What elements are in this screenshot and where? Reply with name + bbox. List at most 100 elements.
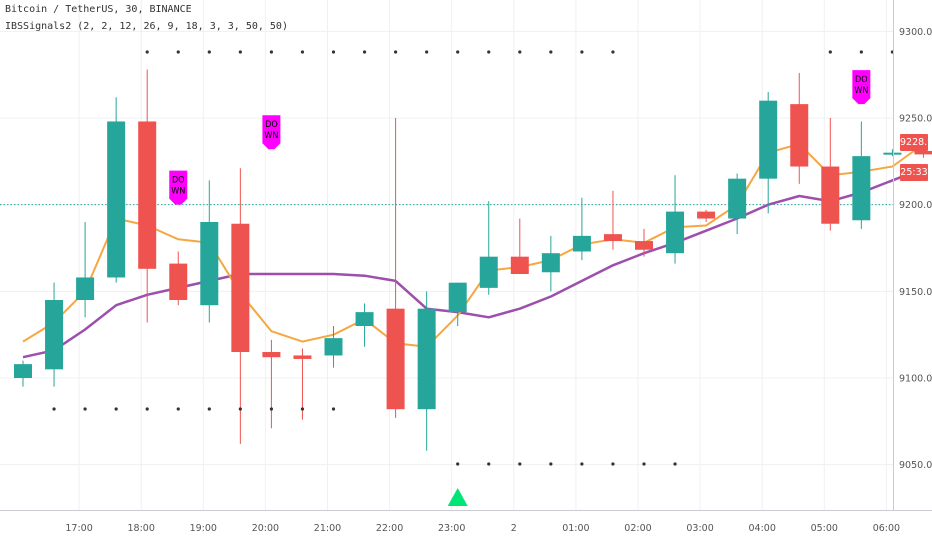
candle-body-down[interactable] bbox=[231, 223, 250, 352]
candles[interactable] bbox=[14, 69, 932, 451]
signal-dot bbox=[487, 50, 491, 54]
y-tick-label: 9150.00 bbox=[899, 287, 932, 298]
signal-dot bbox=[425, 50, 429, 54]
signal-dot bbox=[673, 462, 677, 466]
grid bbox=[0, 0, 893, 510]
signal-dot bbox=[114, 407, 118, 411]
candle-body-down[interactable] bbox=[914, 150, 932, 155]
y-tick-label: 9300.00 bbox=[899, 27, 932, 38]
signal-dot bbox=[580, 462, 584, 466]
signal-dot bbox=[269, 407, 273, 411]
signal-dot bbox=[145, 50, 149, 54]
candle-body-up[interactable] bbox=[107, 121, 126, 278]
signal-dot bbox=[207, 50, 211, 54]
candle-body-down[interactable] bbox=[821, 166, 840, 224]
signal-dot bbox=[176, 407, 180, 411]
x-tick-label: 20:00 bbox=[252, 523, 279, 534]
signal-dot bbox=[456, 462, 460, 466]
candle-body-down[interactable] bbox=[138, 121, 157, 269]
signal-dot bbox=[238, 407, 242, 411]
x-tick-label: 03:00 bbox=[686, 523, 713, 534]
x-tick-label: 01:00 bbox=[562, 523, 589, 534]
signal-dot bbox=[331, 407, 336, 411]
candle-body-up[interactable] bbox=[666, 211, 685, 254]
down-signal-box bbox=[262, 115, 281, 150]
x-tick-label: 21:00 bbox=[314, 523, 341, 534]
x-tick-label: 18:00 bbox=[128, 523, 155, 534]
signal-dot bbox=[611, 462, 615, 466]
candle-body-down[interactable] bbox=[697, 211, 716, 219]
candle-body-up[interactable] bbox=[883, 152, 902, 155]
candle-body-up[interactable] bbox=[355, 312, 374, 326]
slow-ma-line bbox=[22, 167, 924, 359]
signal-dot bbox=[611, 50, 615, 54]
x-tick-label: 23:00 bbox=[438, 523, 465, 534]
candle-body-down[interactable] bbox=[603, 234, 622, 242]
candle-body-up[interactable] bbox=[479, 256, 498, 288]
buy-signal-arrow bbox=[447, 488, 468, 506]
y-tick-label: 9100.00 bbox=[899, 374, 932, 385]
candle-body-up[interactable] bbox=[728, 178, 747, 219]
candle-body-up[interactable] bbox=[200, 222, 219, 306]
y-tick-label: 9250.00 bbox=[899, 114, 932, 125]
candle-body-up[interactable] bbox=[45, 300, 64, 370]
candle-body-down[interactable] bbox=[262, 352, 281, 358]
candle-body-up[interactable] bbox=[572, 235, 591, 252]
signal-dot bbox=[238, 50, 242, 54]
signal-dot bbox=[394, 50, 398, 54]
candle-body-down[interactable] bbox=[510, 256, 529, 274]
y-tick-label: 9200.00 bbox=[899, 200, 932, 211]
signal-dot bbox=[300, 407, 305, 411]
candle-body-down[interactable] bbox=[635, 241, 653, 250]
candle-body-up[interactable] bbox=[14, 364, 32, 378]
x-tick-label: 05:00 bbox=[811, 523, 838, 534]
down-signal-label: DO bbox=[855, 75, 868, 85]
signal-dot bbox=[362, 50, 367, 54]
candle-body-up[interactable] bbox=[324, 338, 343, 356]
signal-dot bbox=[331, 50, 336, 54]
slow-moving-average bbox=[22, 167, 924, 359]
last-price-badge: 9228.99 bbox=[900, 134, 932, 151]
signal-dot bbox=[642, 462, 646, 466]
x-tick-label: 17:00 bbox=[65, 523, 92, 534]
candle-body-down[interactable] bbox=[790, 104, 809, 167]
down-signal-label: DO bbox=[265, 120, 278, 130]
candle-body-down[interactable] bbox=[293, 355, 312, 359]
signal-dot bbox=[859, 50, 863, 54]
axes[interactable]: 9300.00 9250.00 9200.00 9150.00 9100.00 9050.… bbox=[0, 0, 932, 534]
x-tick-label: 22:00 bbox=[376, 523, 403, 534]
down-signal-box bbox=[169, 170, 188, 205]
signal-dot bbox=[580, 50, 584, 54]
signal-dot bbox=[487, 462, 491, 466]
down-signal-label: WN bbox=[264, 131, 278, 141]
signal-dot bbox=[207, 407, 211, 411]
candle-body-up[interactable] bbox=[759, 100, 778, 179]
signal-dot bbox=[456, 50, 460, 54]
x-tick-label: 2 bbox=[511, 523, 517, 534]
candle-body-up[interactable] bbox=[448, 282, 467, 313]
candle-body-down[interactable] bbox=[169, 263, 188, 300]
candle-body-up[interactable] bbox=[76, 277, 95, 300]
down-signal-label: DO bbox=[172, 176, 185, 186]
signal-dot bbox=[83, 407, 87, 411]
signal-dots bbox=[52, 50, 895, 466]
signal-dot bbox=[145, 407, 149, 411]
candle-body-down[interactable] bbox=[386, 308, 405, 410]
indicator-legend[interactable]: IBSSignals2 (2, 2, 12, 26, 9, 18, 3, 3, … bbox=[5, 21, 288, 32]
signal-dot bbox=[176, 50, 180, 54]
signal-dot bbox=[828, 50, 832, 54]
down-signal-box bbox=[852, 70, 871, 105]
candle-body-up[interactable] bbox=[852, 156, 871, 221]
signal-dot bbox=[518, 50, 522, 54]
y-tick-label: 9050.00 bbox=[899, 460, 932, 471]
symbol-legend[interactable]: Bitcoin / TetherUS, 30, BINANCE bbox=[5, 4, 192, 15]
candle-body-up[interactable] bbox=[417, 308, 436, 410]
fast-ma-line bbox=[22, 143, 925, 348]
x-tick-label: 06:00 bbox=[873, 523, 900, 534]
bar-countdown-badge: 25:33 bbox=[900, 164, 928, 181]
candle-body-up[interactable] bbox=[541, 253, 560, 273]
down-signal-label: WN bbox=[171, 187, 185, 197]
x-tick-label: 19:00 bbox=[190, 523, 217, 534]
